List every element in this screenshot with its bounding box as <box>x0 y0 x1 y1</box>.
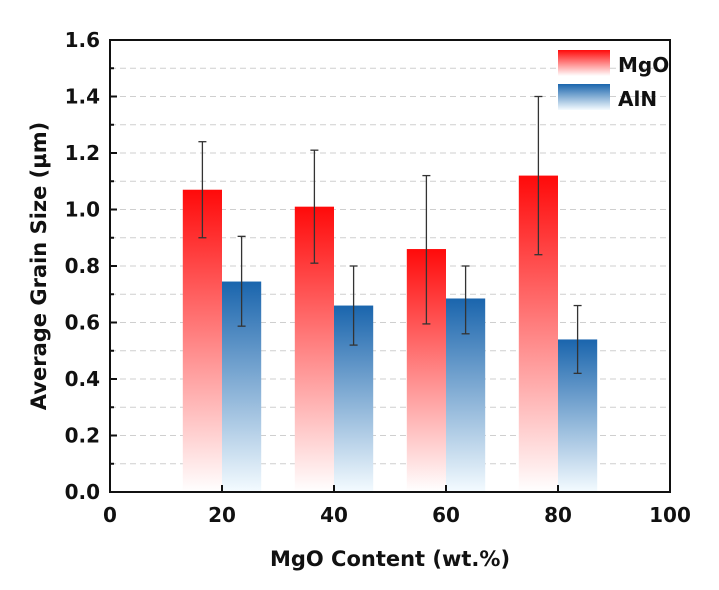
error-bars <box>198 95 582 375</box>
y-tick-labels: 0.0 0.2 0.4 0.6 0.8 1.0 1.2 1.4 1.6 <box>65 28 100 504</box>
x-tick-label: 20 <box>208 503 236 527</box>
legend-label-mgo: MgO <box>618 53 669 77</box>
x-tick-labels: 0 20 40 60 80 100 <box>103 503 691 527</box>
y-tick-label: 0.2 <box>65 424 100 448</box>
y-tick-label: 1.2 <box>65 141 100 165</box>
bar-mgo-20 <box>182 189 222 492</box>
y-tick-label: 1.4 <box>65 85 100 109</box>
x-tick-label: 0 <box>103 503 117 527</box>
x-tick-label: 60 <box>432 503 460 527</box>
legend-label-aln: AlN <box>618 87 657 111</box>
legend-swatch-aln <box>558 84 610 110</box>
y-tick-label: 0.0 <box>65 480 100 504</box>
y-tick-label: 0.4 <box>65 367 100 391</box>
y-tick-label: 1.6 <box>65 28 100 52</box>
x-tick-label: 80 <box>544 503 572 527</box>
x-axis-title: MgO Content (wt.%) <box>270 547 510 571</box>
y-tick-label: 0.6 <box>65 311 100 335</box>
bars <box>182 175 598 493</box>
y-tick-label: 0.8 <box>65 254 100 278</box>
axis-ticks <box>110 67 559 492</box>
y-axis-title: Average Grain Size (µm) <box>27 122 51 410</box>
y-tick-label: 1.0 <box>65 198 100 222</box>
legend: MgO AlN <box>558 50 669 111</box>
x-tick-label: 100 <box>649 503 691 527</box>
x-tick-label: 40 <box>320 503 348 527</box>
legend-swatch-mgo <box>558 50 610 76</box>
